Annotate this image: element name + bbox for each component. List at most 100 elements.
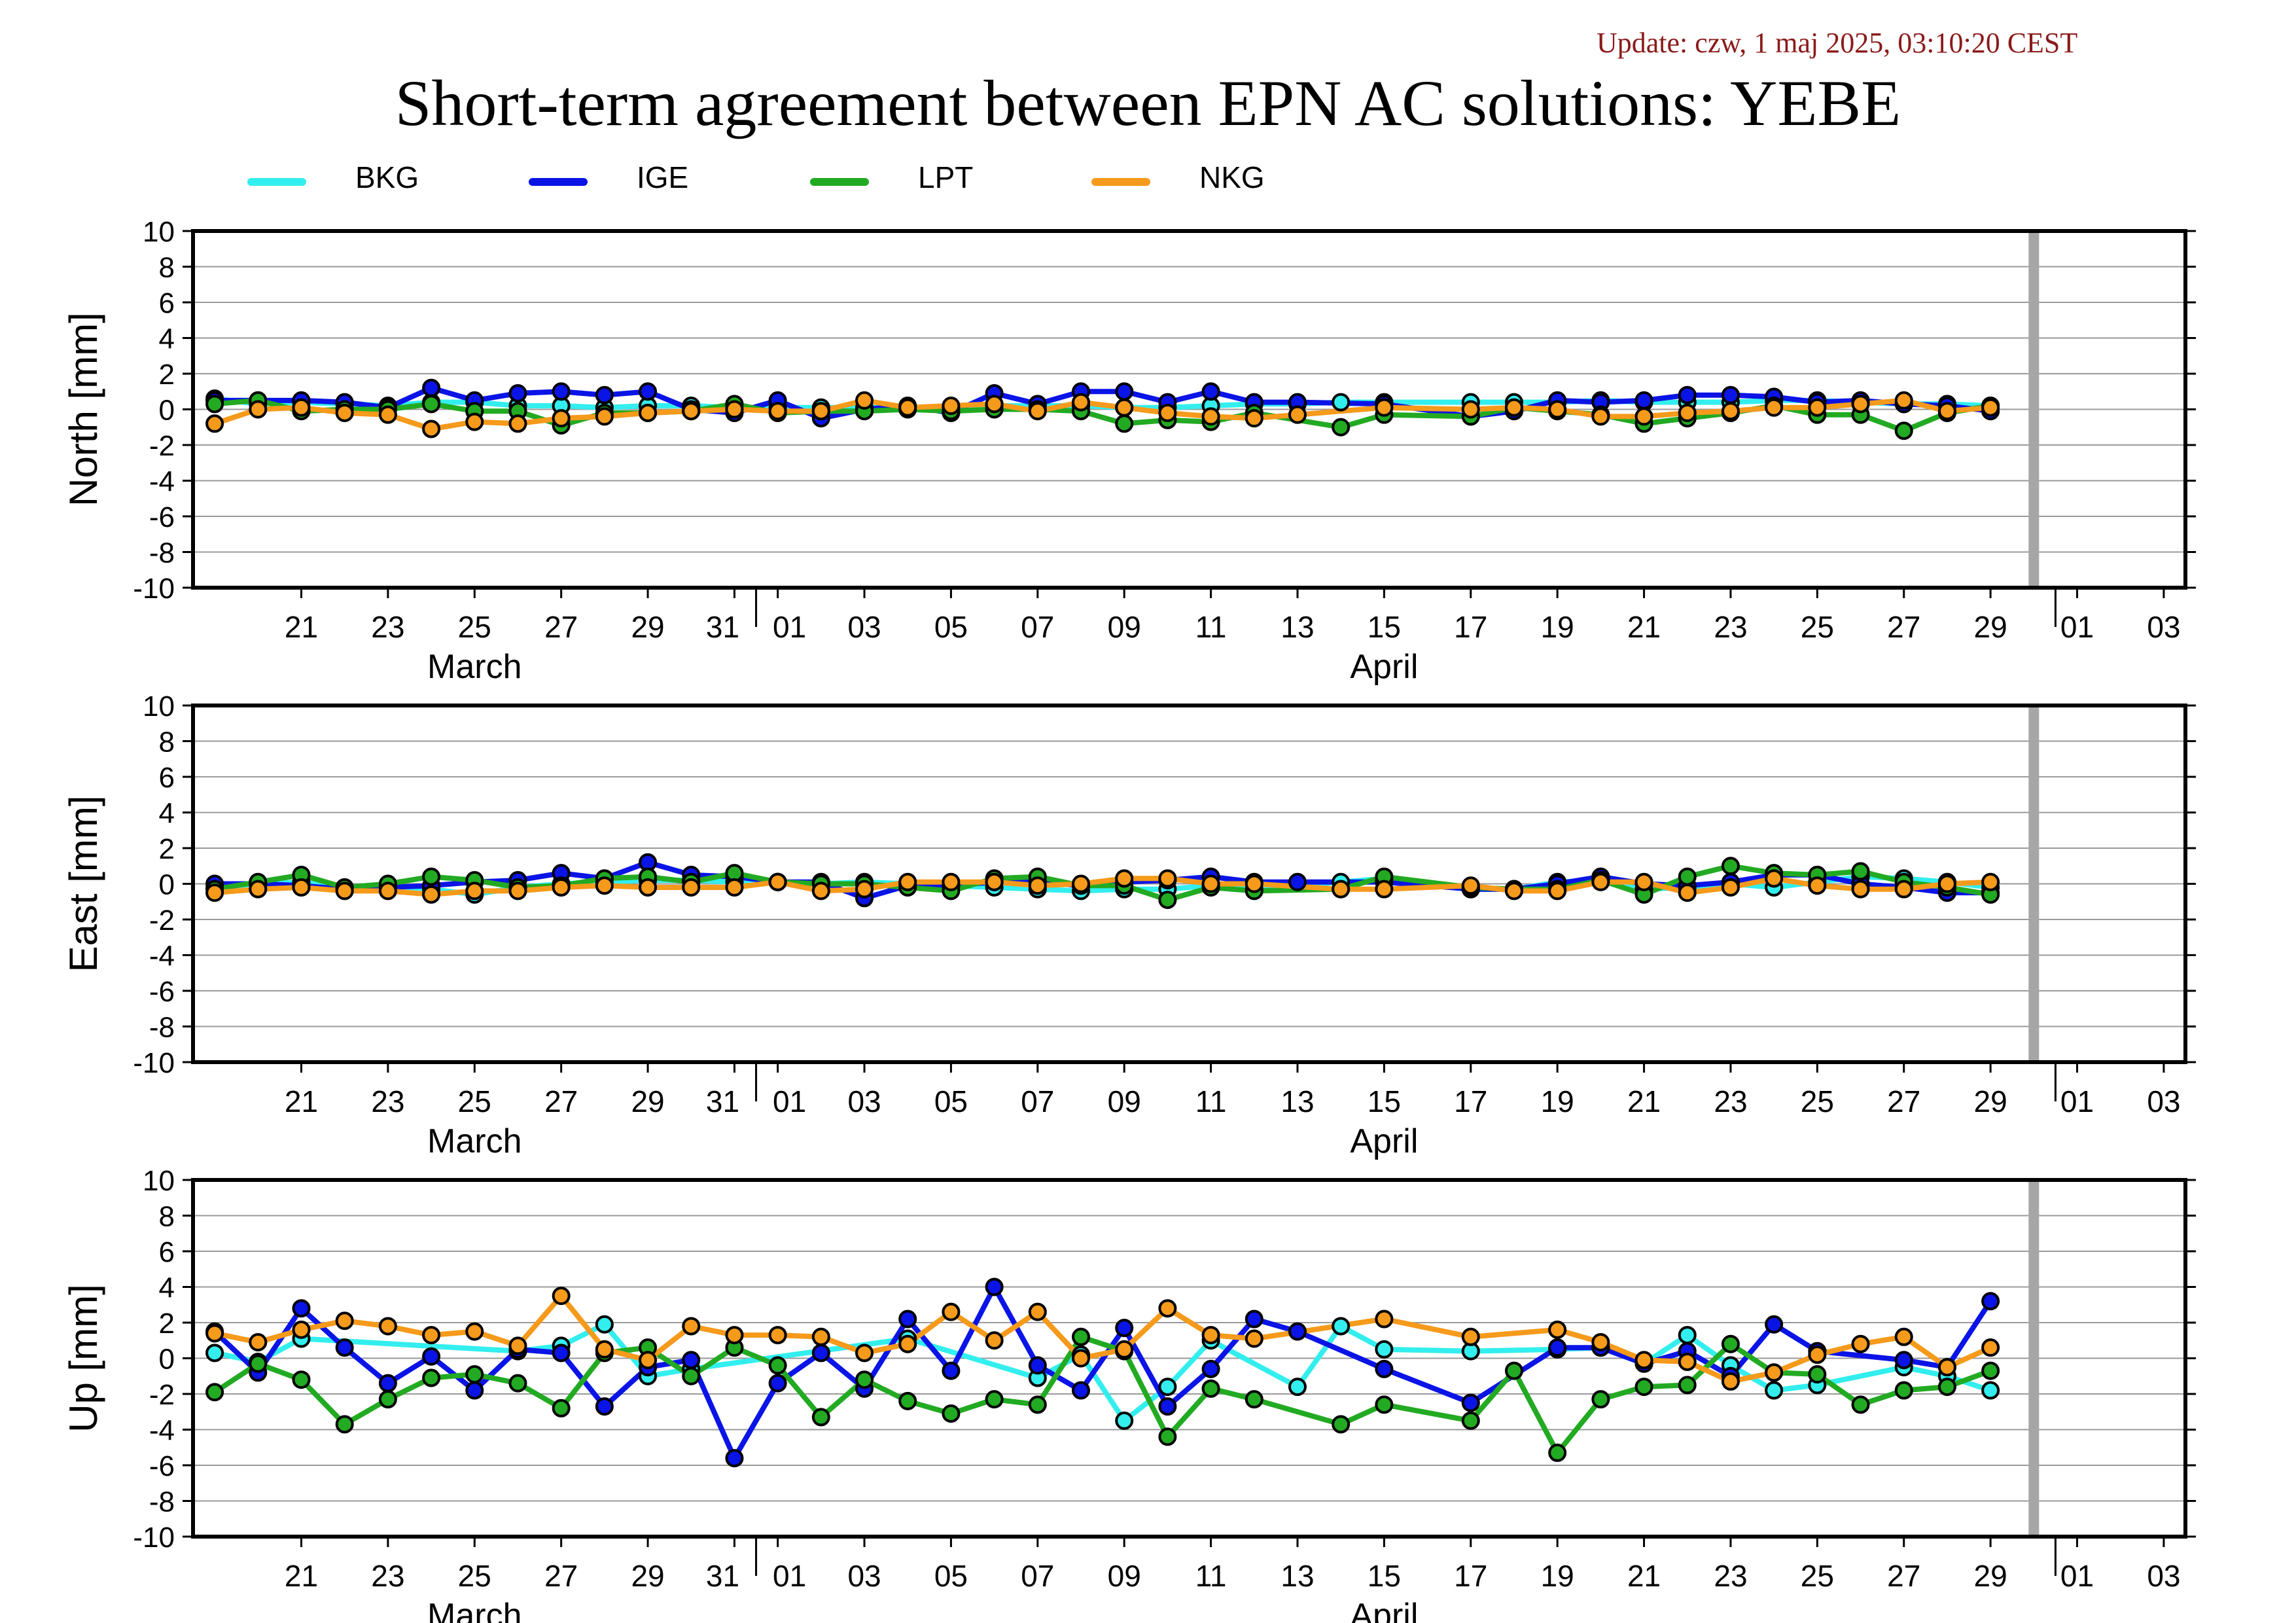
y-tick-label: -6 [149, 976, 175, 1008]
data-point-lpt [1937, 1378, 1956, 1397]
plot-frame [191, 1178, 2187, 1539]
data-point-ige [465, 1381, 484, 1400]
data-point-nkg [1548, 400, 1567, 419]
x-tick-label: 27 [1887, 1559, 1920, 1593]
data-point-lpt [1678, 867, 1697, 886]
data-point-ige [1115, 382, 1134, 401]
y-tick-label: 4 [159, 1272, 175, 1304]
data-point-nkg [1894, 1327, 1913, 1346]
x-tick-label: 27 [1887, 610, 1920, 644]
x-tick-label: 29 [1974, 610, 2007, 644]
data-point-nkg [1678, 883, 1697, 902]
data-point-nkg [249, 880, 268, 899]
month-label: April [1350, 1597, 1418, 1623]
x-tick-label: 19 [1541, 1084, 1574, 1118]
data-point-nkg [1808, 398, 1827, 417]
data-point-ige [1461, 1393, 1480, 1412]
data-point-nkg [1028, 402, 1047, 421]
x-tick-label: 21 [1627, 1084, 1661, 1118]
y-tick-label: 10 [143, 690, 175, 722]
data-point-nkg [508, 414, 527, 433]
x-tick-label: 13 [1280, 1559, 1314, 1593]
data-point-nkg [1115, 869, 1134, 888]
x-tick-label: 05 [934, 1559, 968, 1593]
month-label: April [1350, 1122, 1418, 1160]
data-point-nkg [1894, 880, 1913, 899]
data-point-nkg [942, 397, 961, 416]
data-point-nkg [768, 402, 787, 421]
data-point-nkg [292, 398, 311, 417]
data-point-lpt [1894, 421, 1913, 440]
data-point-ige [508, 383, 527, 402]
x-tick-label: 01 [773, 1559, 806, 1593]
x-tick-label: 03 [847, 1084, 881, 1118]
data-point-lpt [1332, 1415, 1351, 1434]
data-point-nkg [508, 1336, 527, 1355]
data-point-nkg [1981, 872, 2000, 891]
panel-up: 10 86 4 2 0-2 -4-6 -8 -10 Up [mm] 21 23 25 27 29 31 01 0… [62, 1165, 2196, 1623]
data-point-nkg [1115, 1340, 1134, 1359]
data-point-lpt [465, 1365, 484, 1384]
data-point-nkg [1937, 1358, 1956, 1377]
y-tick-label: -2 [149, 1379, 175, 1411]
data-point-nkg [1851, 1334, 1870, 1353]
data-point-ige [1765, 1315, 1784, 1334]
y-tick-label: -10 [133, 1047, 175, 1079]
data-point-nkg [335, 882, 354, 901]
data-point-lpt [1678, 1376, 1697, 1395]
x-tick-label: 27 [1887, 1084, 1920, 1118]
data-point-ige [552, 382, 571, 401]
legend-label-nkg: NKG [1199, 160, 1265, 194]
month-label: March [427, 1597, 521, 1623]
data-point-ige [1375, 1359, 1394, 1378]
data-point-lpt [1072, 1327, 1091, 1346]
x-tick-label: 15 [1368, 610, 1401, 644]
x-tick-label: 19 [1541, 610, 1574, 644]
x-tick-label: 03 [2147, 1559, 2180, 1593]
data-point-nkg [1937, 874, 1956, 893]
data-point-nkg [1851, 395, 1870, 414]
y-tick-label: 0 [159, 1344, 175, 1376]
x-tick-label: 23 [371, 1084, 404, 1118]
y-axis-label: East [mm] [62, 795, 105, 972]
x-tick-label: 23 [371, 610, 404, 644]
data-point-nkg [1072, 874, 1091, 893]
data-point-nkg [552, 878, 571, 897]
data-point-lpt [1158, 1427, 1177, 1446]
month-label: March [427, 1122, 521, 1160]
data-point-ige [1721, 385, 1740, 404]
data-point-nkg [811, 402, 830, 421]
data-point-ige [335, 1338, 354, 1357]
x-tick-label: 25 [1801, 1559, 1834, 1593]
x-tick-label: 15 [1368, 1559, 1401, 1593]
data-point-bkg [1115, 1411, 1134, 1430]
data-point-nkg [465, 412, 484, 431]
x-tick-label: 11 [1195, 1559, 1227, 1593]
today-marker [2028, 231, 2040, 588]
data-point-bkg [1981, 1381, 2000, 1400]
data-point-nkg [1591, 872, 1610, 891]
y-tick-label: -10 [133, 573, 175, 605]
data-point-nkg [855, 391, 874, 410]
data-point-lpt [292, 1370, 311, 1389]
x-tick-label: 23 [371, 1559, 404, 1593]
y-tick-label: -4 [149, 466, 175, 498]
data-point-nkg [335, 403, 354, 422]
x-tick-label: 31 [706, 1559, 739, 1593]
data-point-ige [1245, 1310, 1263, 1329]
data-point-nkg [1721, 878, 1740, 897]
data-point-ige [768, 1374, 787, 1393]
data-point-bkg [1765, 1381, 1784, 1400]
data-point-nkg [1072, 393, 1091, 412]
legend-label-lpt: LPT [918, 160, 974, 194]
x-tick-label: 01 [2060, 1559, 2094, 1593]
data-point-nkg [682, 1317, 701, 1336]
x-tick-label: 25 [458, 1084, 491, 1118]
x-tick-label: 29 [631, 1559, 664, 1593]
data-point-nkg [1158, 403, 1177, 422]
data-point-lpt [1981, 1361, 2000, 1380]
data-point-nkg [1634, 407, 1653, 426]
y-tick-label: 6 [159, 287, 175, 319]
legend-swatch-bkg [247, 178, 306, 186]
series-line-nkg [212, 876, 1994, 897]
